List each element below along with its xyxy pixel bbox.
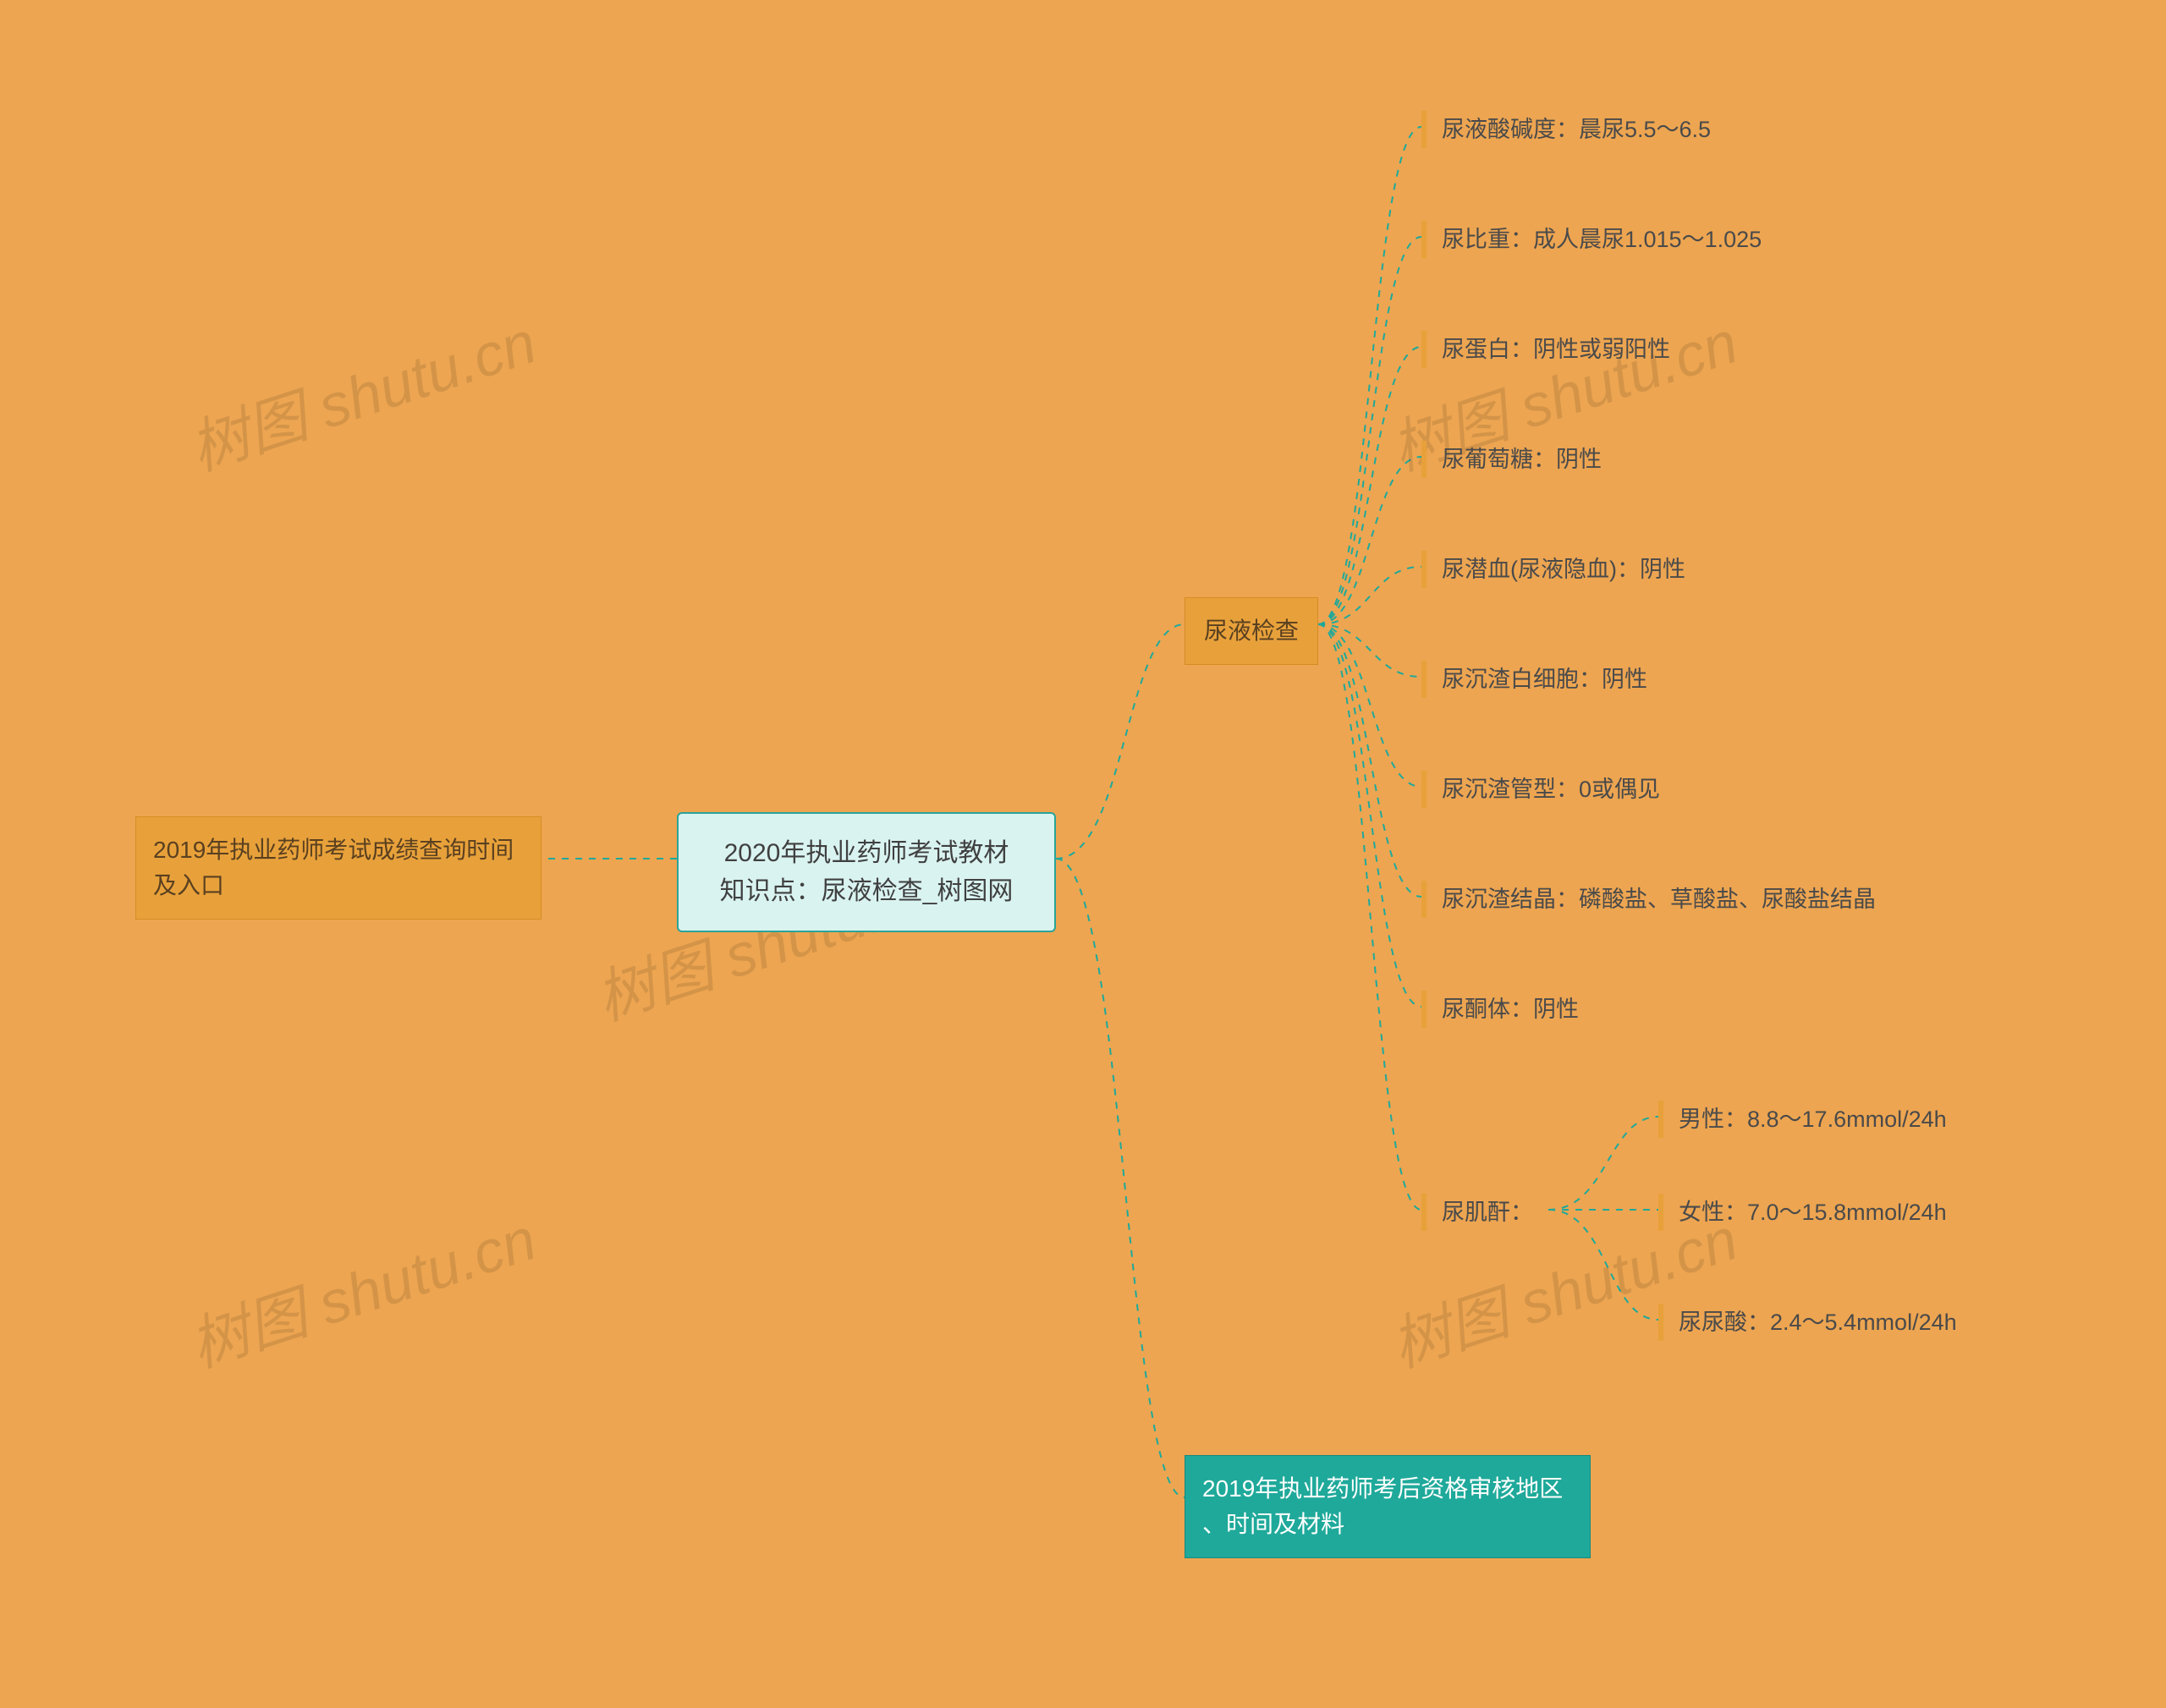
urine-leaf-5[interactable]: 尿沉渣白细胞：阴性 [1421,656,1647,703]
audit-line1: 2019年执业药师考后资格审核地区 [1202,1471,1573,1507]
urine-leaf-1[interactable]: 尿比重：成人晨尿1.015～1.025 [1421,216,1762,263]
left-branch-line1: 2019年执业药师考试成绩查询时间 [153,832,524,868]
urine-branch-label: 尿液检查 [1204,618,1299,644]
audit-branch-node[interactable]: 2019年执业药师考后资格审核地区 、时间及材料 [1185,1455,1591,1558]
creatinine-node[interactable]: 尿肌酐： [1421,1189,1533,1236]
urine-leaf-6[interactable]: 尿沉渣管型：0或偶见 [1421,766,1660,813]
creatinine-sub-1[interactable]: 女性：7.0～15.8mmol/24h [1658,1189,1947,1236]
root-node[interactable]: 2020年执业药师考试教材 知识点：尿液检查_树图网 [677,812,1056,932]
creatinine-sub-2[interactable]: 尿尿酸：2.4～5.4mmol/24h [1658,1299,1957,1346]
urine-leaf-2[interactable]: 尿蛋白：阴性或弱阳性 [1421,326,1670,373]
root-line2: 知识点：尿液检查_树图网 [702,872,1031,910]
audit-line2: 、时间及材料 [1202,1507,1573,1542]
urine-leaf-3[interactable]: 尿葡萄糖：阴性 [1421,436,1602,483]
urine-branch-node[interactable]: 尿液检查 [1185,597,1318,665]
left-branch-node[interactable]: 2019年执业药师考试成绩查询时间 及入口 [135,816,542,920]
urine-leaf-8[interactable]: 尿酮体：阴性 [1421,986,1579,1033]
urine-leaf-0[interactable]: 尿液酸碱度：晨尿5.5～6.5 [1421,106,1711,153]
creatinine-sub-0[interactable]: 男性：8.8～17.6mmol/24h [1658,1096,1947,1143]
root-line1: 2020年执业药师考试教材 [702,834,1031,872]
watermark: 树图 shutu.cn [178,1192,546,1384]
watermark: 树图 shutu.cn [178,295,546,487]
urine-leaf-7[interactable]: 尿沉渣结晶：磷酸盐、草酸盐、尿酸盐结晶 [1421,876,1876,923]
left-branch-line2: 及入口 [153,868,524,903]
urine-leaf-4[interactable]: 尿潜血(尿液隐血)：阴性 [1421,546,1685,593]
